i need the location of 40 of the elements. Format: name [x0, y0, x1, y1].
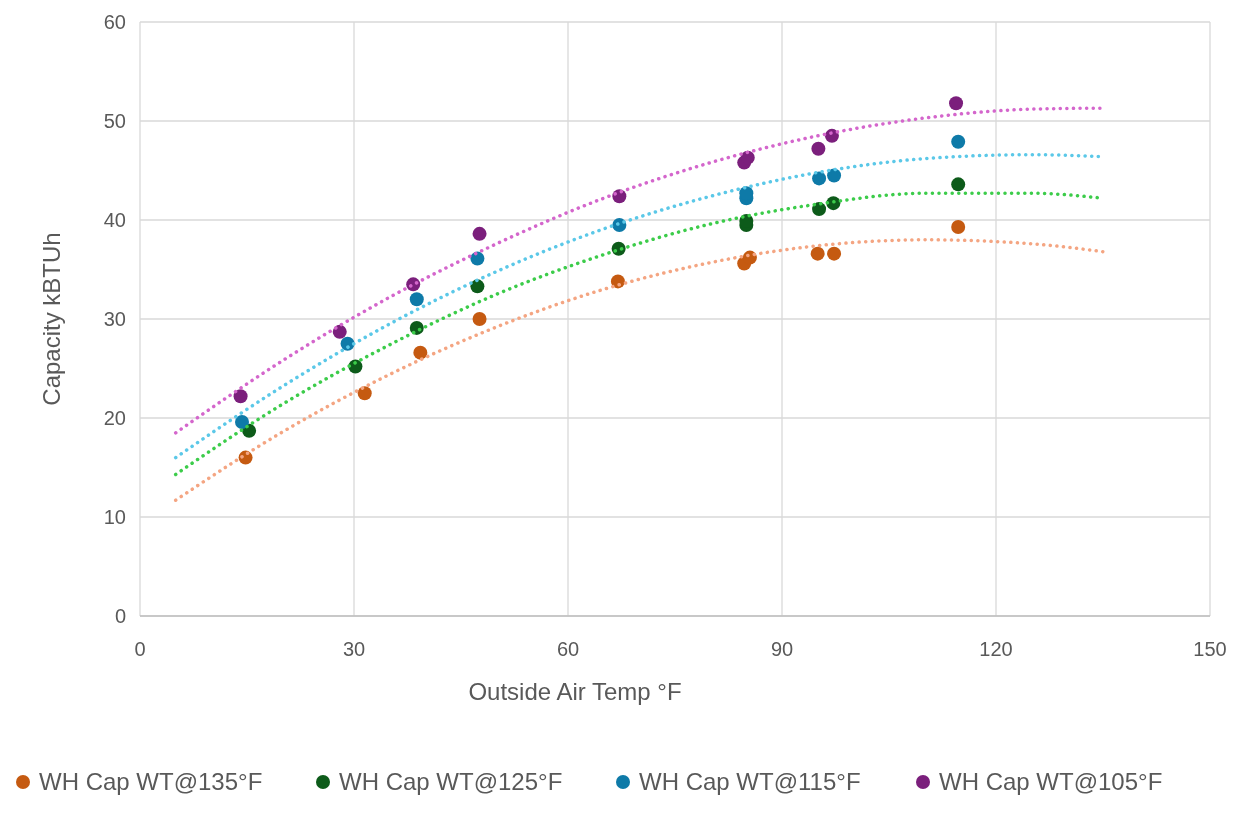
- y-axis-title: Capacity kBTUh: [38, 232, 65, 406]
- point: [235, 414, 250, 429]
- point: [413, 345, 428, 360]
- x-tick-label: 150: [1193, 638, 1227, 660]
- point: [472, 312, 487, 326]
- point: [827, 246, 842, 261]
- point: [827, 168, 842, 183]
- point: [332, 324, 347, 339]
- x-tick-label: 120: [979, 638, 1013, 660]
- y-tick-label: 20: [103, 407, 126, 429]
- point: [610, 274, 625, 289]
- y-tick-label: 0: [114, 605, 126, 627]
- point: [811, 141, 826, 156]
- line-series: [173, 238, 1105, 502]
- point: [472, 226, 487, 241]
- x-tick-label: 90: [770, 638, 794, 660]
- x-tick-label: 60: [556, 638, 580, 660]
- x-tick-label: 30: [342, 638, 366, 660]
- point: [951, 219, 966, 234]
- point: [812, 171, 827, 186]
- point: [951, 177, 966, 192]
- legend-label: WH Cap WT@105°F: [939, 768, 1163, 796]
- line-series: [173, 106, 1105, 435]
- y-tick-label: 40: [103, 209, 126, 231]
- y-tick-label: 60: [103, 11, 126, 33]
- point: [233, 389, 248, 404]
- point: [949, 96, 964, 111]
- legend-label: WH Cap WT@115°F: [639, 768, 861, 796]
- legend-label: WH Cap WT@135°F: [39, 768, 263, 796]
- y-tick-label: 10: [103, 506, 126, 528]
- x-tick-label: 0: [134, 638, 146, 660]
- y-tick-label: 50: [103, 110, 126, 132]
- point: [810, 246, 825, 261]
- y-tick-label: 30: [103, 308, 126, 330]
- point: [470, 251, 485, 266]
- point: [409, 292, 424, 307]
- x-axis-title: Outside Air Temp °F: [468, 678, 682, 705]
- legend-label: WH Cap WT@125°F: [339, 768, 563, 796]
- point: [951, 134, 966, 149]
- point: [357, 386, 372, 401]
